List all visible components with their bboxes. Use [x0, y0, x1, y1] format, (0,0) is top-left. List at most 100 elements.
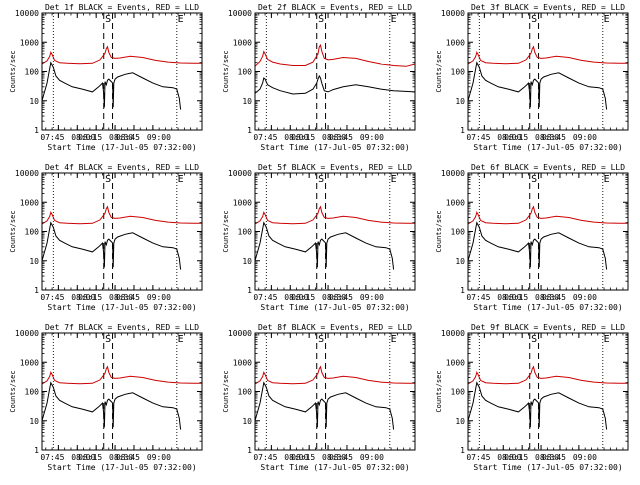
end-marker-label: E [391, 174, 397, 185]
x-tick-label: 09:00 [360, 453, 384, 462]
y-tick-label: 1 [247, 446, 252, 455]
x-tick-label: 07:45 [40, 293, 64, 302]
end-marker-label: E [178, 14, 184, 25]
x-tick-label: 09:00 [573, 453, 597, 462]
y-tick-label: 1000 [20, 358, 39, 367]
x-axis-label: Start Time (17-Jul-05 07:32:00) [260, 463, 409, 472]
start-marker-label: S [318, 334, 324, 345]
y-axis-label: Counts/sec [9, 50, 17, 92]
y-axis-label: Counts/sec [435, 370, 443, 412]
y-tick-label: 100 [451, 228, 466, 237]
start-marker-label: S [105, 334, 111, 345]
end-marker-label: E [604, 174, 610, 185]
end-marker-label: E [604, 334, 610, 345]
start-marker-label: S [531, 334, 537, 345]
y-tick-label: 100 [451, 388, 466, 397]
y-tick-label: 10000 [441, 9, 465, 18]
y-tick-label: 100 [25, 388, 40, 397]
plot-frame [467, 12, 629, 131]
x-tick-label: 08:00 [497, 133, 521, 142]
start-marker-label: S [318, 174, 324, 185]
x-tick-label: 08:30 [109, 133, 133, 142]
y-tick-label: 100 [25, 68, 40, 77]
y-axis-label: Counts/sec [435, 50, 443, 92]
y-tick-label: 10000 [15, 329, 39, 338]
x-tick-label: 08:45 [329, 133, 353, 142]
y-tick-label: 10000 [15, 9, 39, 18]
x-tick-label: 09:00 [573, 293, 597, 302]
x-axis-label: Start Time (17-Jul-05 07:32:00) [260, 303, 409, 312]
y-tick-label: 1000 [446, 358, 465, 367]
detector-panel: Det 4f BLACK = Events, RED = LLD S E 1 10 100… [9, 163, 203, 312]
y-tick-label: 100 [451, 68, 466, 77]
panel-title: Det 7f BLACK = Events, RED = LLD [45, 323, 199, 332]
panel-title: Det 6f BLACK = Events, RED = LLD [471, 163, 625, 172]
panel-title: Det 9f BLACK = Events, RED = LLD [471, 323, 625, 332]
x-tick-label: 08:45 [542, 453, 566, 462]
lld-series-line [254, 43, 416, 67]
y-tick-label: 10 [455, 257, 465, 266]
panel-title: Det 2f BLACK = Events, RED = LLD [258, 3, 412, 12]
y-tick-label: 1 [247, 126, 252, 135]
x-tick-label: 08:30 [535, 453, 559, 462]
x-tick-label: 08:15 [291, 293, 315, 302]
x-tick-label: 08:30 [322, 293, 346, 302]
y-tick-label: 10 [242, 97, 252, 106]
detector-panel: Det 1f BLACK = Events, RED = LLD S E 1 10 100… [9, 3, 203, 152]
x-tick-label: 08:45 [116, 133, 140, 142]
panel-title: Det 4f BLACK = Events, RED = LLD [45, 163, 199, 172]
detector-panel: Det 8f BLACK = Events, RED = LLD S E 1 10 100… [222, 323, 416, 472]
plot-frame [41, 332, 203, 451]
x-tick-label: 08:15 [78, 453, 102, 462]
end-marker-label: E [391, 334, 397, 345]
start-marker-label: S [318, 14, 324, 25]
x-tick-label: 08:15 [504, 293, 528, 302]
end-marker-label: E [391, 14, 397, 25]
y-tick-label: 1000 [446, 198, 465, 207]
x-tick-label: 07:45 [253, 453, 277, 462]
y-axis-label: Counts/sec [222, 210, 230, 252]
y-tick-label: 1000 [233, 198, 252, 207]
x-tick-label: 08:00 [497, 293, 521, 302]
y-tick-label: 10 [29, 417, 39, 426]
x-tick-label: 08:15 [78, 293, 102, 302]
x-tick-label: 08:45 [329, 293, 353, 302]
lld-series-line [254, 365, 415, 385]
x-tick-label: 08:45 [329, 453, 353, 462]
y-tick-label: 1000 [20, 38, 39, 47]
plot-frame [254, 12, 416, 131]
lld-series-line [41, 45, 202, 65]
y-axis-label: Counts/sec [222, 50, 230, 92]
detector-panel: Det 6f BLACK = Events, RED = LLD S E 1 10 100… [435, 163, 629, 312]
y-axis-label: Counts/sec [9, 370, 17, 412]
x-tick-label: 08:15 [504, 453, 528, 462]
y-tick-label: 1000 [446, 38, 465, 47]
plot-frame [467, 172, 629, 291]
plot-frame [467, 332, 629, 451]
y-axis-label: Counts/sec [222, 370, 230, 412]
lld-series-line [41, 365, 202, 385]
end-marker-label: E [178, 334, 184, 345]
y-axis-label: Counts/sec [9, 210, 17, 252]
x-tick-label: 08:30 [535, 293, 559, 302]
detector-panel: Det 5f BLACK = Events, RED = LLD S E 1 10 100… [222, 163, 416, 312]
x-tick-label: 08:45 [542, 133, 566, 142]
x-tick-label: 08:00 [284, 453, 308, 462]
events-series-line [467, 381, 608, 430]
x-tick-label: 09:00 [573, 133, 597, 142]
y-tick-label: 1000 [233, 358, 252, 367]
x-tick-label: 07:45 [466, 293, 490, 302]
detector-panel: Det 9f BLACK = Events, RED = LLD S E 1 10 100… [435, 323, 629, 472]
y-tick-label: 1 [460, 446, 465, 455]
x-tick-label: 07:45 [40, 453, 64, 462]
y-tick-label: 10 [242, 417, 252, 426]
x-tick-label: 07:45 [466, 133, 490, 142]
end-marker-label: E [604, 14, 610, 25]
panel-title: Det 8f BLACK = Events, RED = LLD [258, 323, 412, 332]
start-marker-label: S [105, 174, 111, 185]
x-axis-label: Start Time (17-Jul-05 07:32:00) [47, 143, 196, 152]
events-series-line [254, 381, 395, 430]
x-tick-label: 09:00 [147, 133, 171, 142]
x-tick-label: 08:00 [284, 133, 308, 142]
